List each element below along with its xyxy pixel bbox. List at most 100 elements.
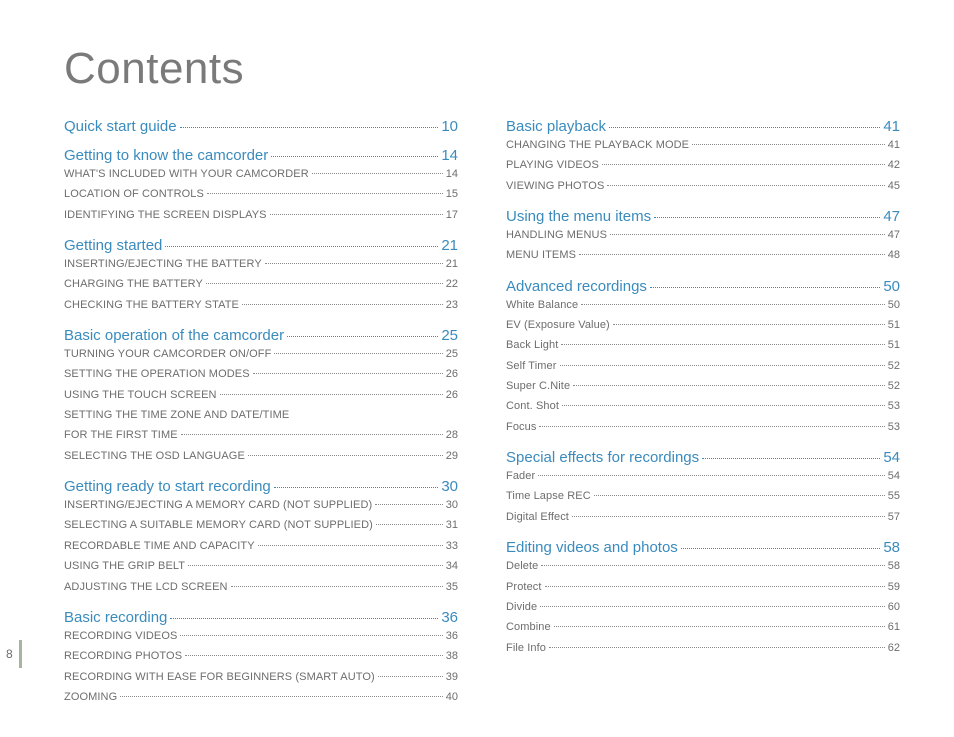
toc-sub[interactable]: Using the grip belt34 xyxy=(64,556,458,576)
toc-sub[interactable]: Location of controls15 xyxy=(64,184,458,204)
toc-section[interactable]: Quick start guide10 xyxy=(64,118,458,135)
toc-sub-label: Cont. Shot xyxy=(506,396,559,416)
toc-sub[interactable]: Focus53 xyxy=(506,417,900,437)
toc-sub-page: 53 xyxy=(888,417,900,437)
toc-sub-page: 41 xyxy=(888,135,900,155)
toc-leader xyxy=(170,618,438,619)
toc-sub[interactable]: Handling menus47 xyxy=(506,225,900,245)
toc-sub-page: 42 xyxy=(888,155,900,175)
toc-sub-page: 26 xyxy=(446,364,458,384)
toc-sub[interactable]: Self Timer52 xyxy=(506,356,900,376)
toc-sub[interactable]: Recording videos36 xyxy=(64,626,458,646)
toc-section-page: 25 xyxy=(441,327,458,344)
toc-sub-page: 48 xyxy=(888,245,900,265)
toc-sub-label: Setting the time zone and date/time xyxy=(64,405,289,425)
toc-sub-label: Fader xyxy=(506,466,535,486)
toc-sub-page: 52 xyxy=(888,356,900,376)
toc-leader xyxy=(650,287,880,288)
toc-sub[interactable]: Viewing photos45 xyxy=(506,176,900,196)
toc-sub-label: EV (Exposure Value) xyxy=(506,315,610,335)
toc-sub-label: Recording photos xyxy=(64,646,182,666)
toc-sub[interactable]: Inserting/ejecting the battery21 xyxy=(64,254,458,274)
toc-sub-page: 26 xyxy=(446,385,458,405)
toc-leader xyxy=(271,156,438,157)
toc-section[interactable]: Getting ready to start recording30 xyxy=(64,478,458,495)
toc-sub-label: Menu items xyxy=(506,245,576,265)
toc-leader xyxy=(692,144,885,145)
toc-leader xyxy=(378,676,443,677)
toc-sub[interactable]: Charging the battery22 xyxy=(64,274,458,294)
toc-sub-page: 22 xyxy=(446,274,458,294)
toc-sub[interactable]: Inserting/ejecting a memory card (not su… xyxy=(64,495,458,515)
toc-section[interactable]: Editing videos and photos58 xyxy=(506,539,900,556)
toc-leader xyxy=(180,127,439,128)
toc-leader xyxy=(206,283,443,284)
toc-sub-page: 59 xyxy=(888,577,900,597)
toc-sub[interactable]: What's included with your camcorder14 xyxy=(64,164,458,184)
toc-sub[interactable]: Time Lapse REC55 xyxy=(506,486,900,506)
toc-sub-label: Adjusting the LCD screen xyxy=(64,577,228,597)
toc-leader xyxy=(613,324,885,325)
toc-sub[interactable]: Protect59 xyxy=(506,577,900,597)
toc-sub[interactable]: Back Light51 xyxy=(506,335,900,355)
toc-sub[interactable]: Adjusting the LCD screen35 xyxy=(64,577,458,597)
toc-section-label: Advanced recordings xyxy=(506,278,647,295)
toc-sub-label: Playing videos xyxy=(506,155,599,175)
toc-leader xyxy=(253,373,443,374)
toc-sub[interactable]: Super C.Nite52 xyxy=(506,376,900,396)
toc-sub-label: Time Lapse REC xyxy=(506,486,591,506)
toc-sub[interactable]: Selecting the OSD language29 xyxy=(64,446,458,466)
toc-sub[interactable]: Selecting a suitable memory card (not su… xyxy=(64,515,458,535)
toc-leader xyxy=(540,606,885,607)
toc-section[interactable]: Using the menu items47 xyxy=(506,208,900,225)
toc-section-page: 30 xyxy=(441,478,458,495)
toc-sub[interactable]: EV (Exposure Value) 51 xyxy=(506,315,900,335)
toc-section[interactable]: Advanced recordings50 xyxy=(506,278,900,295)
toc-sub[interactable]: Checking the battery state23 xyxy=(64,295,458,315)
toc-sub[interactable]: Combine61 xyxy=(506,617,900,637)
toc-sub-label: Inserting/ejecting a memory card (not su… xyxy=(64,495,372,515)
toc-sub[interactable]: Delete58 xyxy=(506,556,900,576)
toc-sub[interactable]: Menu items 48 xyxy=(506,245,900,265)
toc-sub[interactable]: Playing videos 42 xyxy=(506,155,900,175)
toc-column-left: Quick start guide10 Getting to know the c… xyxy=(64,118,458,707)
toc-sub[interactable]: File Info62 xyxy=(506,638,900,658)
toc-sub[interactable]: Identifying the screen displays17 xyxy=(64,205,458,225)
toc-sub[interactable]: Changing the playback mode41 xyxy=(506,135,900,155)
toc-section[interactable]: Special effects for recordings54 xyxy=(506,449,900,466)
toc-leader xyxy=(681,548,881,549)
toc-sub[interactable]: Divide60 xyxy=(506,597,900,617)
toc-sub[interactable]: Zooming40 xyxy=(64,687,458,707)
toc-section[interactable]: Basic operation of the camcorder25 xyxy=(64,327,458,344)
toc-section[interactable]: Getting started21 xyxy=(64,237,458,254)
toc-sub-label: Location of controls xyxy=(64,184,204,204)
toc-sub[interactable]: White Balance50 xyxy=(506,295,900,315)
toc-leader xyxy=(312,173,443,174)
toc-sub[interactable]: for the first time28 xyxy=(64,425,458,445)
toc-leader xyxy=(541,565,884,566)
toc-sub[interactable]: Using the touch screen 26 xyxy=(64,385,458,405)
toc-section[interactable]: Getting to know the camcorder14 xyxy=(64,147,458,164)
toc-sub-label: Using the touch screen xyxy=(64,385,217,405)
toc-sub[interactable]: Cont. Shot53 xyxy=(506,396,900,416)
toc-sub[interactable]: Setting the time zone and date/time xyxy=(64,405,458,425)
toc-sub-label: Selecting the OSD language xyxy=(64,446,245,466)
toc-section[interactable]: Basic playback41 xyxy=(506,118,900,135)
toc-sub-page: 51 xyxy=(888,315,900,335)
toc-sub[interactable]: Setting the operation modes 26 xyxy=(64,364,458,384)
toc-section-label: Using the menu items xyxy=(506,208,651,225)
toc-sub-label: Viewing photos xyxy=(506,176,604,196)
toc-sub[interactable]: Digital Effect57 xyxy=(506,507,900,527)
toc-sub[interactable]: Recording with ease for beginners (Smart… xyxy=(64,667,458,687)
toc-sub-label: Setting the operation modes xyxy=(64,364,250,384)
toc-sub[interactable]: Turning your camcorder on/off25 xyxy=(64,344,458,364)
page-title: Contents xyxy=(64,44,900,94)
toc-sub[interactable]: Recordable time and capacity33 xyxy=(64,536,458,556)
toc-sub[interactable]: Recording photos38 xyxy=(64,646,458,666)
toc-section-page: 58 xyxy=(883,539,900,556)
toc-sub[interactable]: Fader54 xyxy=(506,466,900,486)
toc-leader xyxy=(274,353,442,354)
toc-leader xyxy=(549,647,885,648)
toc-section[interactable]: Basic recording36 xyxy=(64,609,458,626)
toc-leader xyxy=(242,304,443,305)
